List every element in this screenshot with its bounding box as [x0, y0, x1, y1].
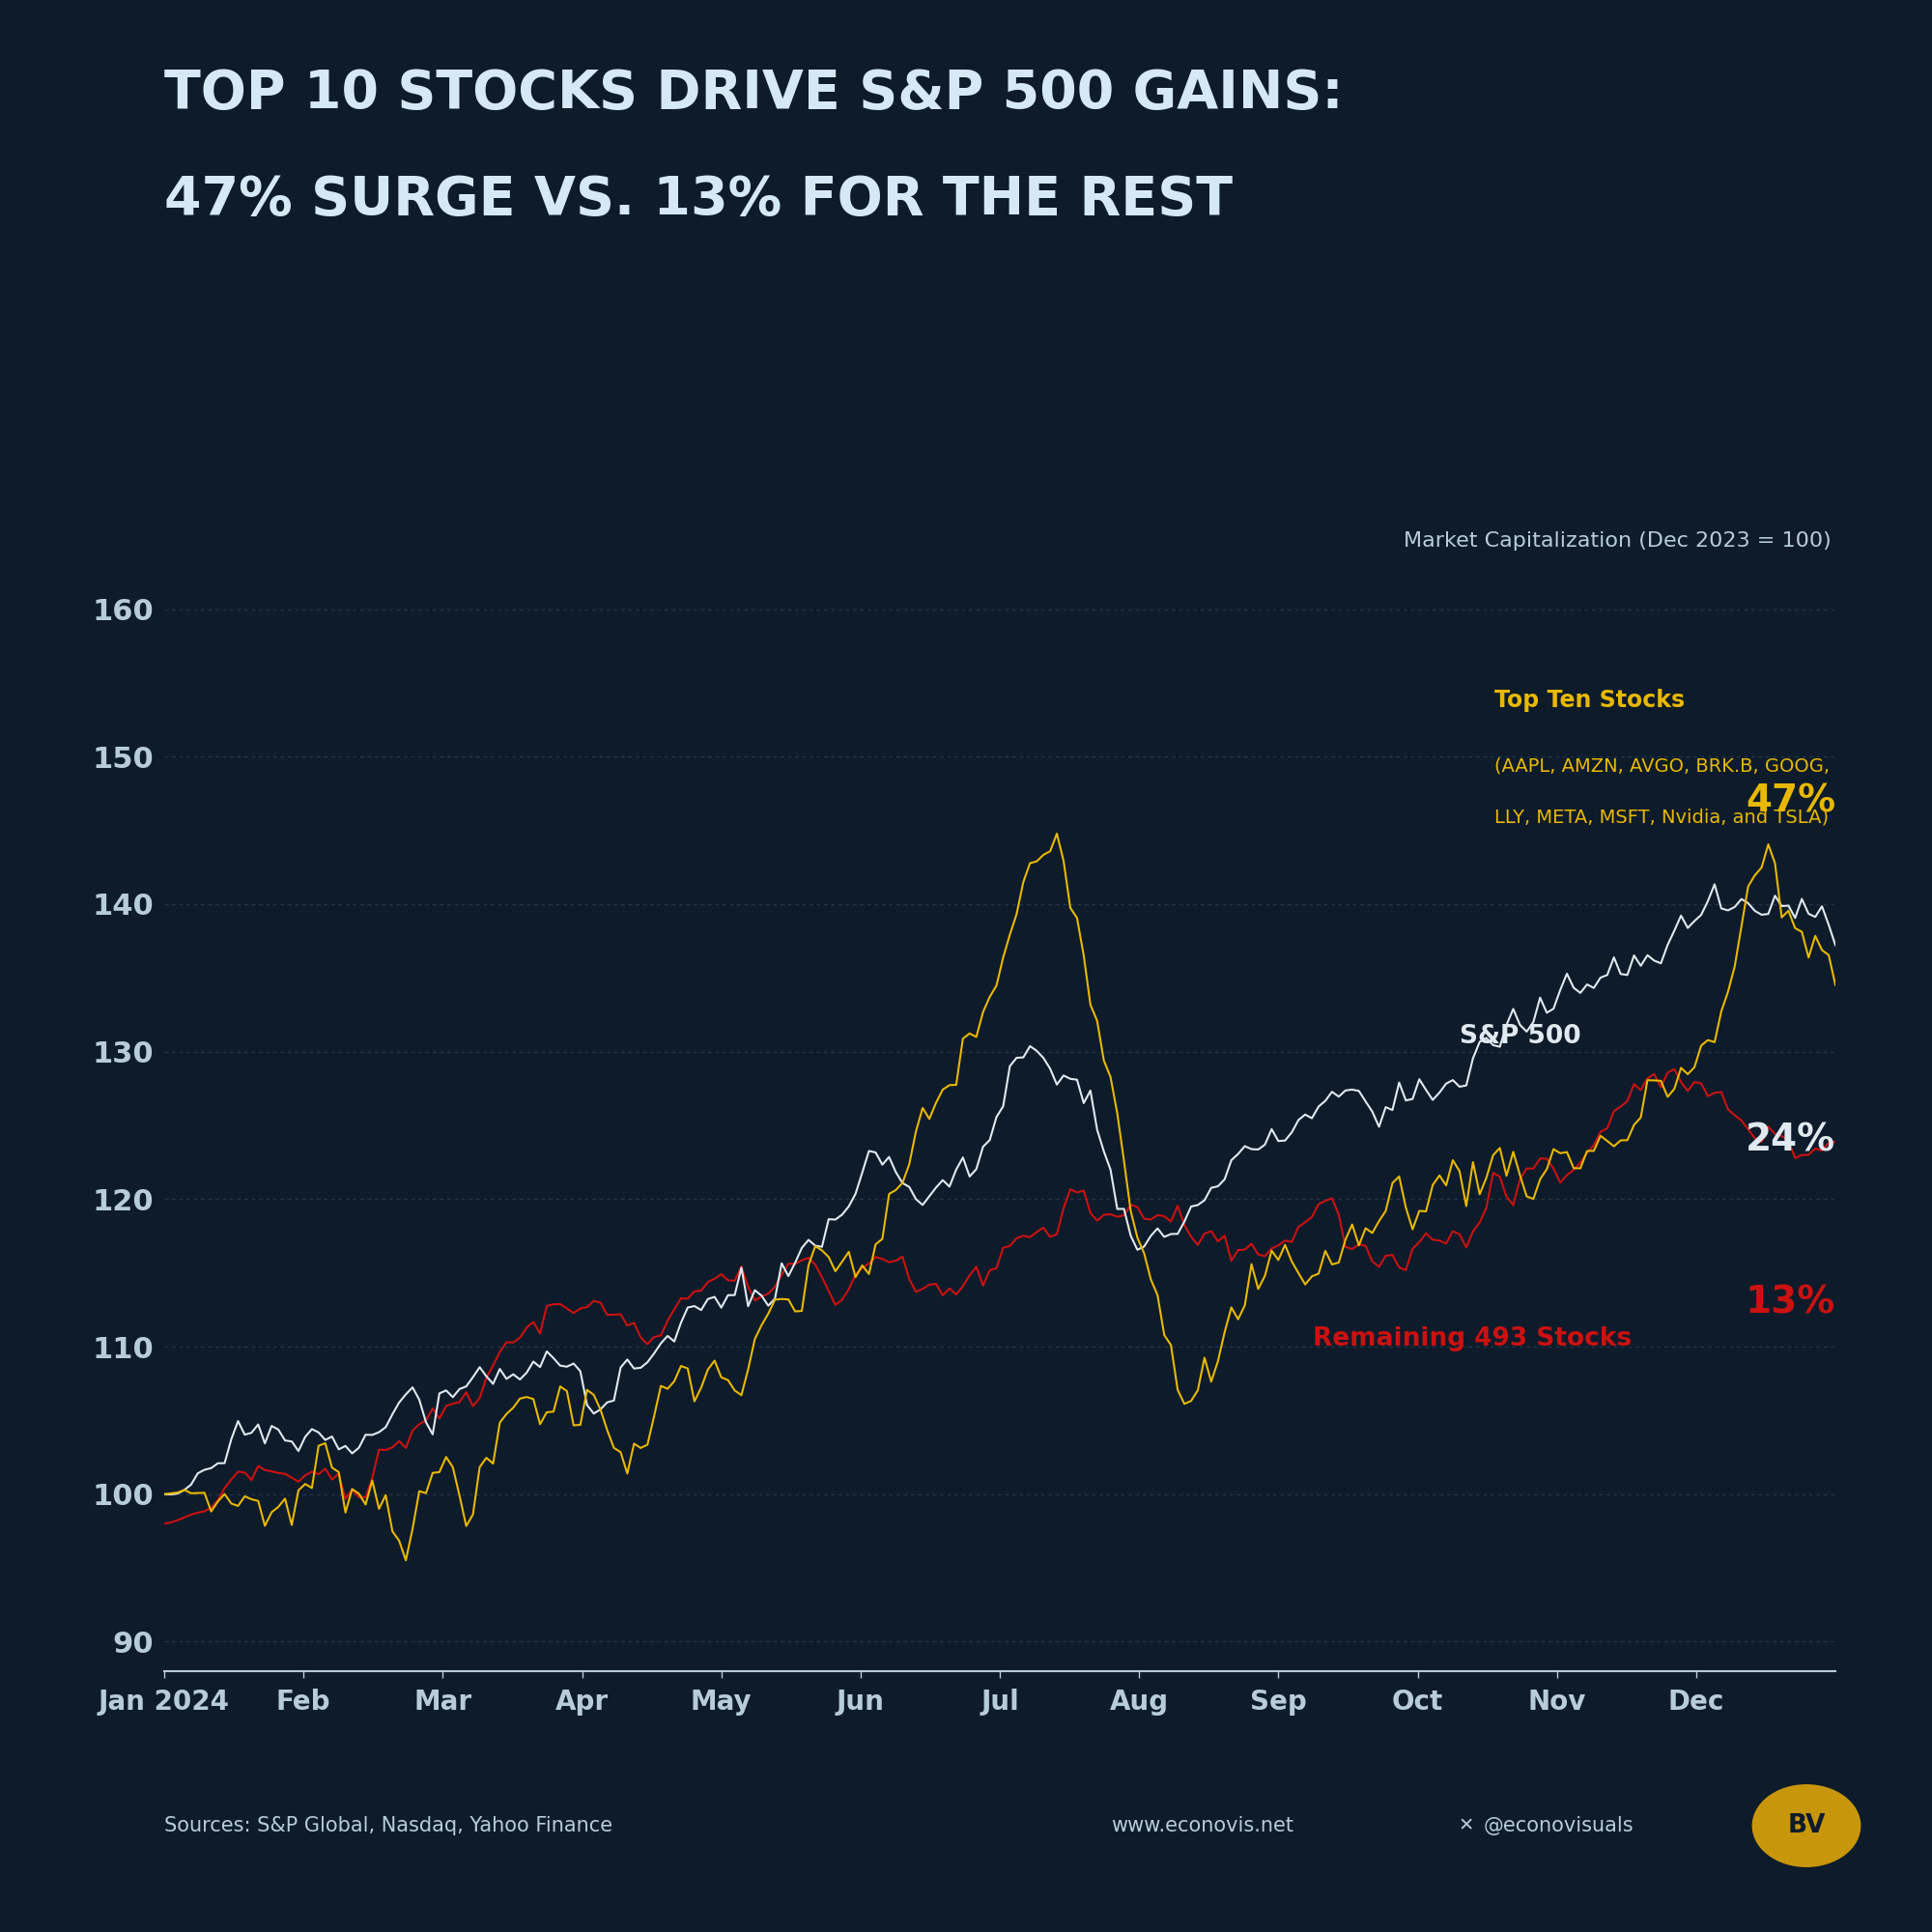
Text: TOP 10 STOCKS DRIVE S&P 500 GAINS:: TOP 10 STOCKS DRIVE S&P 500 GAINS:	[164, 68, 1343, 120]
Circle shape	[1752, 1785, 1861, 1866]
Text: www.econovis.net: www.econovis.net	[1111, 1816, 1294, 1835]
Text: S&P 500: S&P 500	[1459, 1024, 1580, 1049]
Text: 13%: 13%	[1745, 1285, 1835, 1321]
Text: ✕: ✕	[1459, 1816, 1474, 1835]
Text: (AAPL, AMZN, AVGO, BRK.B, GOOG,: (AAPL, AMZN, AVGO, BRK.B, GOOG,	[1493, 757, 1830, 775]
Text: Top Ten Stocks: Top Ten Stocks	[1493, 690, 1685, 713]
Text: Remaining 493 Stocks: Remaining 493 Stocks	[1314, 1327, 1633, 1352]
Text: LLY, META, MSFT, Nvidia, and TSLA): LLY, META, MSFT, Nvidia, and TSLA)	[1493, 808, 1828, 827]
Text: Sources: S&P Global, Nasdaq, Yahoo Finance: Sources: S&P Global, Nasdaq, Yahoo Finan…	[164, 1816, 612, 1835]
Text: BV: BV	[1787, 1812, 1826, 1839]
Text: @econovisuals: @econovisuals	[1484, 1816, 1634, 1835]
Text: 47% SURGE VS. 13% FOR THE REST: 47% SURGE VS. 13% FOR THE REST	[164, 174, 1233, 226]
Text: 47%: 47%	[1745, 782, 1835, 819]
Text: 24%: 24%	[1745, 1122, 1835, 1159]
Text: Market Capitalization (Dec 2023 = 100): Market Capitalization (Dec 2023 = 100)	[1405, 531, 1832, 551]
